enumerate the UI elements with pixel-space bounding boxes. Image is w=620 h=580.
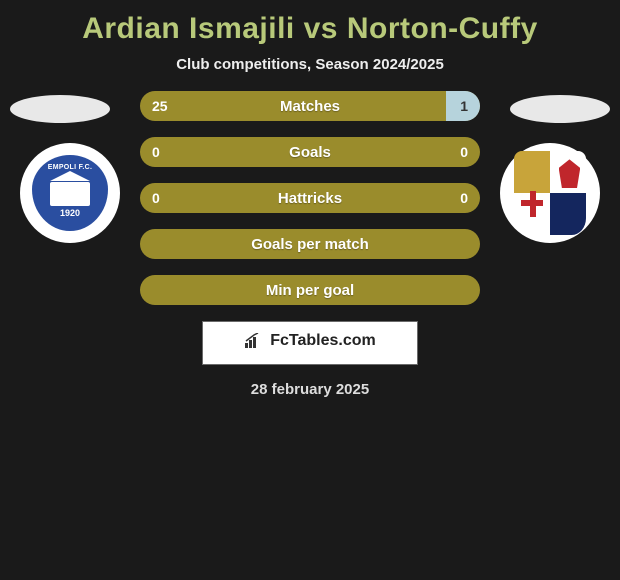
stat-label: Goals (289, 144, 331, 161)
stat-label: Min per goal (266, 282, 354, 299)
right-ellipse (510, 95, 610, 123)
subtitle: Club competitions, Season 2024/2025 (0, 50, 620, 91)
stat-label: Matches (280, 98, 340, 115)
genoa-shield-icon (514, 151, 586, 235)
player1-name: Ardian Ismajili (82, 12, 295, 45)
stat-left-value: 0 (152, 190, 160, 206)
genoa-q4 (550, 193, 586, 235)
date-text: 28 february 2025 (0, 365, 620, 414)
stat-label: Goals per match (251, 236, 369, 253)
fctables-logo: FcTables.com (244, 332, 376, 350)
stats-bars: 25 Matches 1 0 Goals 0 0 Hattricks 0 Goa… (140, 91, 480, 305)
genoa-q1 (514, 151, 550, 193)
genoa-cross-v (530, 191, 536, 216)
empoli-text: EMPOLI F.C. (48, 164, 93, 171)
player2-name: Norton-Cuffy (347, 12, 538, 45)
stat-bar-matches: 25 Matches 1 (140, 91, 480, 121)
empoli-shield-icon: EMPOLI F.C. 1920 (32, 155, 108, 231)
stat-right-value: 0 (460, 190, 468, 206)
content-area: EMPOLI F.C. 1920 25 Matches 1 0 Goals (0, 91, 620, 414)
stat-right-value: 1 (460, 98, 468, 114)
chart-icon (244, 333, 264, 349)
vs-text: vs (304, 12, 338, 45)
stat-bar-goals: 0 Goals 0 (140, 137, 480, 167)
comparison-title: Ardian Ismajili vs Norton-Cuffy (0, 0, 620, 50)
right-club-badge (500, 143, 600, 243)
stat-bar-mpg: Min per goal (140, 275, 480, 305)
stat-bar-hattricks: 0 Hattricks 0 (140, 183, 480, 213)
empoli-building-icon (50, 182, 90, 206)
stat-left-value: 0 (152, 144, 160, 160)
left-club-badge: EMPOLI F.C. 1920 (20, 143, 120, 243)
left-ellipse (10, 95, 110, 123)
stat-label: Hattricks (278, 190, 342, 207)
stat-left-value: 25 (152, 98, 168, 114)
stat-right-value: 0 (460, 144, 468, 160)
empoli-roof-icon (50, 171, 90, 181)
stat-bar-gpm: Goals per match (140, 229, 480, 259)
footer-box: FcTables.com (202, 321, 418, 365)
empoli-year: 1920 (60, 208, 80, 218)
footer-brand-text: FcTables.com (270, 332, 376, 350)
